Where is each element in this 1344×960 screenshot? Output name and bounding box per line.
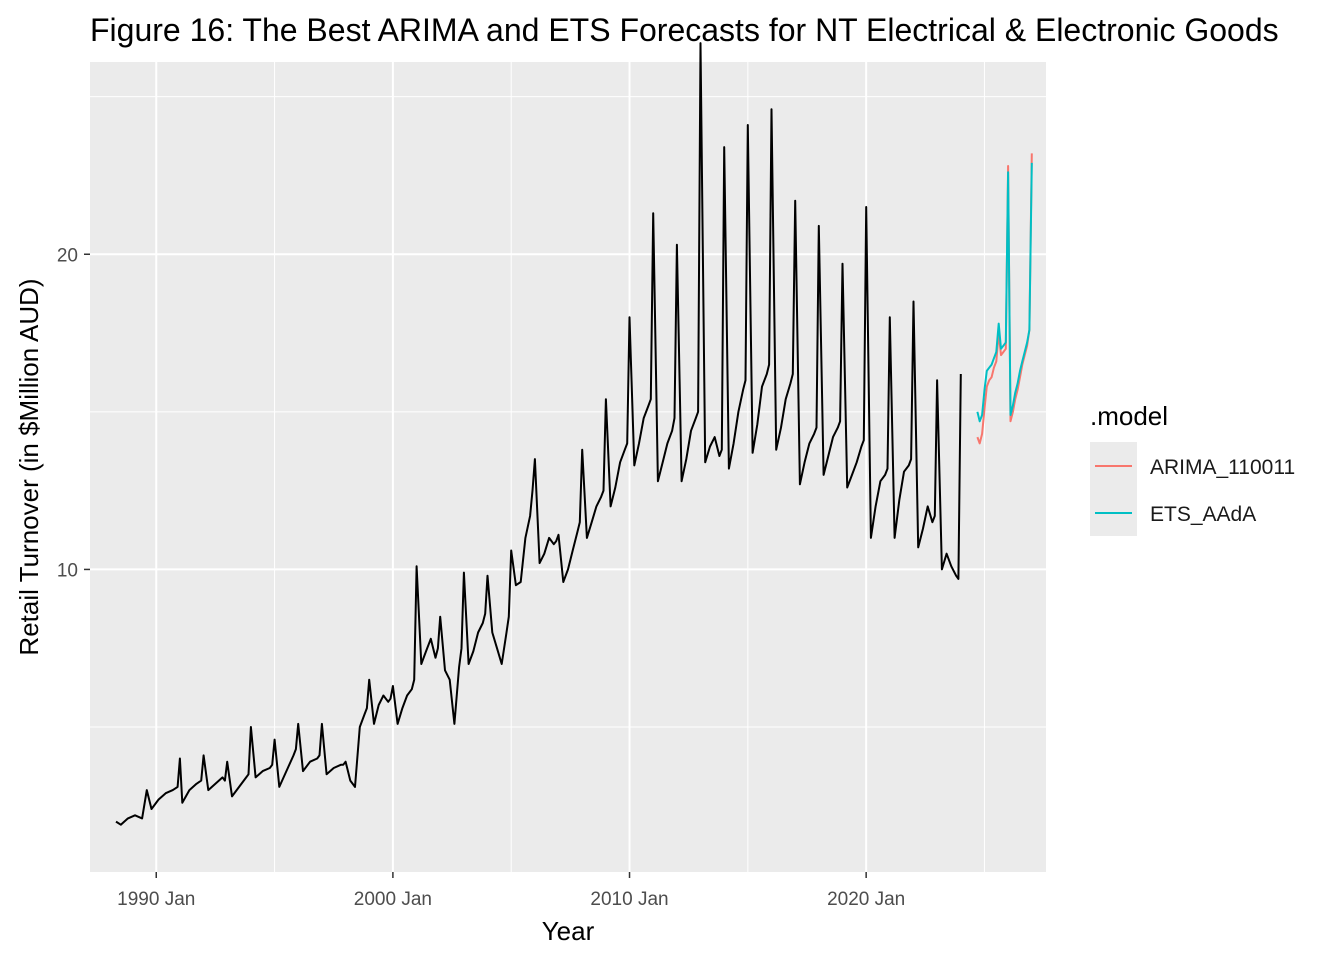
x-axis-title: Year bbox=[542, 916, 595, 946]
legend-title: .model bbox=[1090, 401, 1168, 431]
legend: .model ARIMA_110011 ETS_AAdA bbox=[1090, 401, 1295, 536]
ets-forecast-line bbox=[976, 162, 1033, 423]
legend-label-ets: ETS_AAdA bbox=[1150, 503, 1256, 526]
axis-ticks: 1990 Jan 2000 Jan 2010 Jan 2020 Jan 10 20 bbox=[57, 245, 905, 910]
x-tick-label: 2020 Jan bbox=[827, 889, 905, 910]
series-layer bbox=[115, 42, 1033, 826]
legend-key-panel bbox=[1090, 442, 1137, 536]
x-tick-label: 2010 Jan bbox=[590, 889, 668, 910]
grid-major bbox=[90, 62, 1046, 872]
y-tick-label: 10 bbox=[57, 560, 78, 581]
x-tick-label: 1990 Jan bbox=[117, 889, 195, 910]
plot-panel bbox=[90, 62, 1046, 872]
chart-title: Figure 16: The Best ARIMA and ETS Foreca… bbox=[90, 12, 1279, 48]
y-axis-title: Retail Turnover (in $Million AUD) bbox=[14, 278, 44, 655]
legend-label-arima: ARIMA_110011 bbox=[1150, 456, 1295, 479]
historical-series-line bbox=[115, 42, 962, 826]
x-tick-label: 2000 Jan bbox=[354, 889, 432, 910]
y-tick-label: 20 bbox=[57, 245, 78, 266]
